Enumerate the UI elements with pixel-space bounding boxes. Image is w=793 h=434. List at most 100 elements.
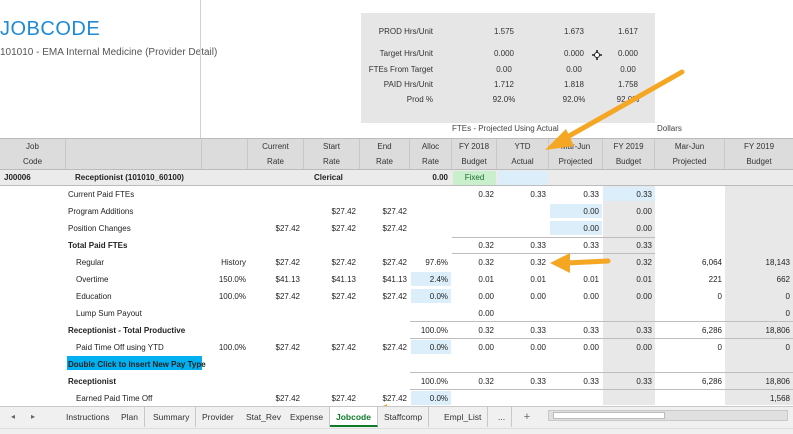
cell-fy18[interactable]: 0.32 <box>478 190 494 199</box>
cell-a[interactable]: 100.0% <box>218 343 246 352</box>
cell-proj[interactable]: 0.00 <box>583 343 599 352</box>
cell-proj[interactable]: 0.01 <box>583 275 599 284</box>
cell-dfy19[interactable]: 0 <box>785 343 790 352</box>
sheet-tab[interactable]: Expense <box>284 407 331 427</box>
cell-ytd[interactable]: 0.33 <box>530 326 546 335</box>
cell-proj[interactable]: 0.00 <box>583 292 599 301</box>
cell-proj[interactable]: 0.33 <box>583 241 599 250</box>
program-additions-proj-cell[interactable] <box>550 204 602 218</box>
cell-start[interactable]: $27.42 <box>331 207 356 216</box>
cell-ytd[interactable]: 0.33 <box>530 241 546 250</box>
cell-a[interactable]: 100.0% <box>218 292 246 301</box>
cell-cur[interactable]: $27.42 <box>275 258 300 267</box>
cell-dfy19[interactable]: 0 <box>785 292 790 301</box>
header-ytd-actual[interactable]: YTD Actual <box>497 139 549 169</box>
cell-dfy19[interactable]: 18,806 <box>765 326 790 335</box>
cell-alloc[interactable]: 0.0% <box>429 292 448 301</box>
cell-proj[interactable]: 0.33 <box>583 326 599 335</box>
education-alloc-cell[interactable] <box>411 289 451 303</box>
cell-a[interactable]: 150.0% <box>218 275 246 284</box>
cell-alloc[interactable]: 100.0% <box>420 377 448 386</box>
header-marjun-projected[interactable]: Mar-Jun Projected <box>549 139 603 169</box>
cell-cur[interactable]: $27.42 <box>275 394 300 403</box>
scrollbar-thumb[interactable] <box>553 412 665 419</box>
cell-dfy19[interactable]: 18,806 <box>765 377 790 386</box>
sheet-tab[interactable]: Jobcode <box>330 407 378 427</box>
cell-alloc[interactable]: 0.0% <box>429 343 448 352</box>
header-end-rate[interactable]: End Rate <box>360 139 410 169</box>
fixed-cell[interactable] <box>453 171 496 185</box>
cell-dfy19[interactable]: 18,143 <box>765 258 790 267</box>
cell-alloc[interactable]: 0.0% <box>429 394 448 403</box>
cell-end[interactable]: $27.42 <box>382 343 407 352</box>
triangle-right-icon[interactable]: ▸ <box>30 412 35 421</box>
cell-end[interactable]: $27.42 <box>382 207 407 216</box>
cell-fy18[interactable]: 0.00 <box>478 309 494 318</box>
cell-end[interactable]: $27.42 <box>382 394 407 403</box>
current-fy2019-cell[interactable] <box>603 187 655 201</box>
sheet-tab[interactable]: Summary <box>147 407 197 427</box>
cell-start[interactable]: $27.42 <box>331 258 356 267</box>
cell-cur[interactable]: $27.42 <box>275 292 300 301</box>
cell-proj[interactable]: 0.00 <box>583 224 599 233</box>
cell-dproj[interactable]: 6,286 <box>701 326 722 335</box>
cell-alloc[interactable]: 2.4% <box>429 275 448 284</box>
cell-fy18[interactable]: 0.00 <box>478 343 494 352</box>
cell-ytd[interactable]: 0.00 <box>530 292 546 301</box>
cell-fy18[interactable]: 0.00 <box>478 292 494 301</box>
horizontal-scrollbar[interactable] <box>548 410 788 421</box>
cell-proj[interactable]: 0.33 <box>583 190 599 199</box>
plus-icon[interactable]: + <box>523 411 531 423</box>
ytd-input-cell[interactable] <box>498 171 548 185</box>
cell-fy18[interactable]: 0.32 <box>478 258 494 267</box>
cell-fy19[interactable]: 0.33 <box>636 377 652 386</box>
header-dollars-marjun-projected[interactable]: Mar-Jun Projected <box>655 139 725 169</box>
cell-dfy19[interactable]: 0 <box>785 309 790 318</box>
cell-dproj[interactable]: 0 <box>717 343 722 352</box>
pto-alloc-cell[interactable] <box>411 340 451 354</box>
cell-fy19[interactable]: 0.00 <box>636 207 652 216</box>
header-alloc-rate[interactable]: Alloc Rate <box>410 139 452 169</box>
header-start-rate[interactable]: Start Rate <box>304 139 360 169</box>
cell-fy18[interactable]: 0.32 <box>478 326 494 335</box>
cell-fy19[interactable]: 0.00 <box>636 343 652 352</box>
cell-alloc[interactable]: 97.6% <box>425 258 448 267</box>
cell-end[interactable]: $27.42 <box>382 292 407 301</box>
header-job-code[interactable]: Job Code <box>0 139 66 169</box>
cell-start[interactable]: $41.13 <box>331 275 356 284</box>
position-changes-proj-cell[interactable] <box>550 221 602 235</box>
cell-end[interactable]: $27.42 <box>382 224 407 233</box>
header-description[interactable] <box>66 139 202 169</box>
insert-pay-type-highlight[interactable] <box>67 356 202 370</box>
section-row[interactable] <box>0 170 793 186</box>
cell-start[interactable]: $27.42 <box>331 224 356 233</box>
cell-ytd[interactable]: 0.32 <box>530 258 546 267</box>
cell-fy19[interactable]: 0.32 <box>636 258 652 267</box>
sheet-tab[interactable]: Empl_List <box>438 407 489 427</box>
cell-start[interactable]: $27.42 <box>331 343 356 352</box>
cell-dproj[interactable]: 221 <box>708 275 722 284</box>
cell-dproj[interactable]: 6,064 <box>701 258 722 267</box>
header-current-rate[interactable]: Current Rate <box>248 139 304 169</box>
cell-fy18[interactable]: 0.32 <box>478 241 494 250</box>
header-fy2018-budget[interactable]: FY 2018 Budget <box>452 139 497 169</box>
sheet-tab[interactable]: Stat_Rev <box>240 407 288 427</box>
cell-end[interactable]: $27.42 <box>382 258 407 267</box>
sheet-tab[interactable]: Instructions <box>60 407 117 427</box>
cell-fy19[interactable]: 0.33 <box>636 326 652 335</box>
cell-ytd[interactable]: 0.33 <box>530 190 546 199</box>
sheet-tab[interactable]: ... <box>492 407 513 427</box>
overtime-alloc-cell[interactable] <box>411 272 451 286</box>
header-blank[interactable] <box>202 139 248 169</box>
cell-fy19[interactable]: 0.00 <box>636 224 652 233</box>
sheet-tab[interactable]: Staffcomp <box>378 407 430 427</box>
cell-dfy19[interactable]: 1,568 <box>769 394 790 403</box>
cell-ytd[interactable]: 0.33 <box>530 377 546 386</box>
cell-start[interactable]: $27.42 <box>331 292 356 301</box>
cell-ytd[interactable]: 0.01 <box>530 275 546 284</box>
header-fy2019-budget[interactable]: FY 2019 Budget <box>603 139 655 169</box>
cell-end[interactable]: $41.13 <box>382 275 407 284</box>
sheet-tab[interactable]: Plan <box>115 407 146 427</box>
cell-fy19[interactable]: 0.33 <box>636 190 652 199</box>
cell-cur[interactable]: $41.13 <box>275 275 300 284</box>
